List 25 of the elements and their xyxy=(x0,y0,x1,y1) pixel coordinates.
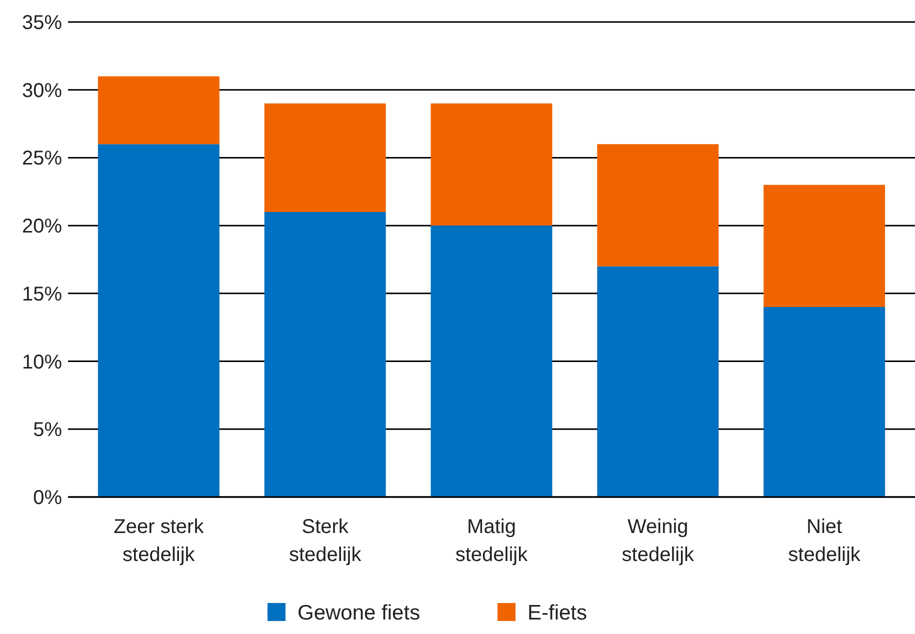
x-tick-label: Matig stedelijk xyxy=(455,516,529,566)
y-tick-label: 35% xyxy=(22,12,62,34)
y-tick-label: 15% xyxy=(22,283,62,306)
x-tick-label: Sterk stedelijk xyxy=(288,516,362,566)
bar xyxy=(764,307,886,497)
y-tick-label: 25% xyxy=(22,148,62,170)
bar xyxy=(264,212,386,497)
bar xyxy=(597,144,719,266)
bar xyxy=(430,226,552,497)
x-tick-label: Zeer sterk stedelijk xyxy=(114,516,205,566)
bar xyxy=(98,144,220,497)
bar xyxy=(764,184,886,307)
legend-label: Gewone fiets xyxy=(298,601,420,624)
x-tick-label: Weinig stedelijk xyxy=(622,516,696,566)
x-tick-label: Niet stedelijk xyxy=(788,516,862,566)
bar xyxy=(430,103,552,226)
y-tick-label: 5% xyxy=(33,419,62,442)
y-tick-label: 30% xyxy=(22,80,62,102)
y-tick-label: 10% xyxy=(22,351,62,374)
y-tick-label: 0% xyxy=(33,487,62,509)
y-tick-label: 20% xyxy=(22,216,62,238)
bar xyxy=(98,76,220,144)
bar xyxy=(264,103,386,212)
bar xyxy=(597,266,719,497)
legend-label: E-fiets xyxy=(528,601,588,624)
